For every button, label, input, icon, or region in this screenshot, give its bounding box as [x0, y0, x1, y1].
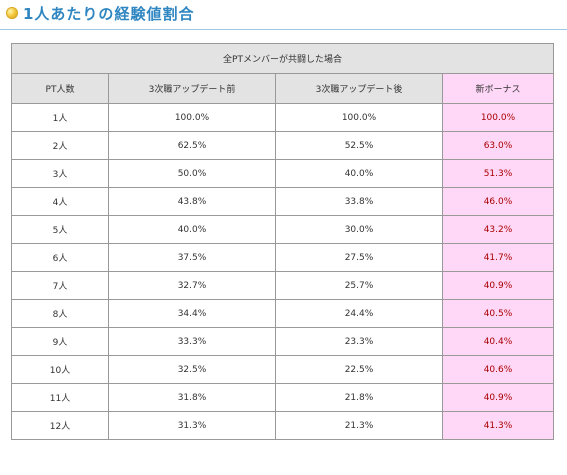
after-update-cell: 23.3% — [275, 327, 443, 356]
table-body: 1人 100.0% 100.0% 100.0% 2人 62.5% 52.5% 63.0% 3人 5… — [11, 103, 554, 440]
table-caption: 全PTメンバーが共闘した場合 — [11, 43, 554, 74]
new-bonus-cell: 51.3% — [442, 159, 554, 188]
party-size-cell: 2人 — [11, 131, 109, 160]
before-update-cell: 32.7% — [108, 271, 276, 300]
table-row: 10人 32.5% 22.5% 40.6% — [11, 355, 554, 384]
table-row: 2人 62.5% 52.5% 63.0% — [11, 131, 554, 160]
after-update-cell: 24.4% — [275, 299, 443, 328]
party-size-cell: 4人 — [11, 187, 109, 216]
party-size-cell: 3人 — [11, 159, 109, 188]
party-size-cell: 10人 — [11, 355, 109, 384]
circle-bullet-icon — [6, 7, 18, 19]
new-bonus-cell: 100.0% — [442, 103, 554, 132]
section-heading: 1人あたりの経験値割合 — [0, 0, 567, 30]
after-update-cell: 52.5% — [275, 131, 443, 160]
before-update-cell: 62.5% — [108, 131, 276, 160]
table-row: 8人 34.4% 24.4% 40.5% — [11, 299, 554, 328]
before-update-cell: 50.0% — [108, 159, 276, 188]
new-bonus-cell: 40.9% — [442, 271, 554, 300]
table-row: 5人 40.0% 30.0% 43.2% — [11, 215, 554, 244]
new-bonus-cell: 63.0% — [442, 131, 554, 160]
before-update-cell: 31.8% — [108, 383, 276, 412]
header-party-size: PT人数 — [11, 73, 109, 104]
after-update-cell: 25.7% — [275, 271, 443, 300]
party-size-cell: 11人 — [11, 383, 109, 412]
party-size-cell: 8人 — [11, 299, 109, 328]
table-row: 4人 43.8% 33.8% 46.0% — [11, 187, 554, 216]
party-size-cell: 5人 — [11, 215, 109, 244]
party-size-cell: 7人 — [11, 271, 109, 300]
party-size-cell: 1人 — [11, 103, 109, 132]
table-row: 6人 37.5% 27.5% 41.7% — [11, 243, 554, 272]
header-after-update: 3次職アップデート後 — [275, 73, 443, 104]
table-row: 1人 100.0% 100.0% 100.0% — [11, 103, 554, 132]
new-bonus-cell: 46.0% — [442, 187, 554, 216]
after-update-cell: 21.3% — [275, 411, 443, 440]
new-bonus-cell: 40.5% — [442, 299, 554, 328]
before-update-cell: 34.4% — [108, 299, 276, 328]
after-update-cell: 33.8% — [275, 187, 443, 216]
after-update-cell: 100.0% — [275, 103, 443, 132]
new-bonus-cell: 41.3% — [442, 411, 554, 440]
experience-ratio-table: 全PTメンバーが共闘した場合 PT人数 3次職アップデート前 3次職アップデート… — [11, 43, 554, 440]
before-update-cell: 100.0% — [108, 103, 276, 132]
table-row: 11人 31.8% 21.8% 40.9% — [11, 383, 554, 412]
new-bonus-cell: 43.2% — [442, 215, 554, 244]
table-row: 12人 31.3% 21.3% 41.3% — [11, 411, 554, 440]
party-size-cell: 9人 — [11, 327, 109, 356]
party-size-cell: 6人 — [11, 243, 109, 272]
party-size-cell: 12人 — [11, 411, 109, 440]
before-update-cell: 37.5% — [108, 243, 276, 272]
header-new-bonus: 新ボーナス — [442, 73, 554, 104]
new-bonus-cell: 41.7% — [442, 243, 554, 272]
before-update-cell: 31.3% — [108, 411, 276, 440]
after-update-cell: 40.0% — [275, 159, 443, 188]
table-row: 9人 33.3% 23.3% 40.4% — [11, 327, 554, 356]
after-update-cell: 30.0% — [275, 215, 443, 244]
after-update-cell: 21.8% — [275, 383, 443, 412]
after-update-cell: 27.5% — [275, 243, 443, 272]
before-update-cell: 43.8% — [108, 187, 276, 216]
before-update-cell: 32.5% — [108, 355, 276, 384]
new-bonus-cell: 40.9% — [442, 383, 554, 412]
section-title: 1人あたりの経験値割合 — [23, 5, 195, 23]
table-row: 7人 32.7% 25.7% 40.9% — [11, 271, 554, 300]
before-update-cell: 40.0% — [108, 215, 276, 244]
header-before-update: 3次職アップデート前 — [108, 73, 276, 104]
after-update-cell: 22.5% — [275, 355, 443, 384]
new-bonus-cell: 40.4% — [442, 327, 554, 356]
new-bonus-cell: 40.6% — [442, 355, 554, 384]
table-row: 3人 50.0% 40.0% 51.3% — [11, 159, 554, 188]
before-update-cell: 33.3% — [108, 327, 276, 356]
